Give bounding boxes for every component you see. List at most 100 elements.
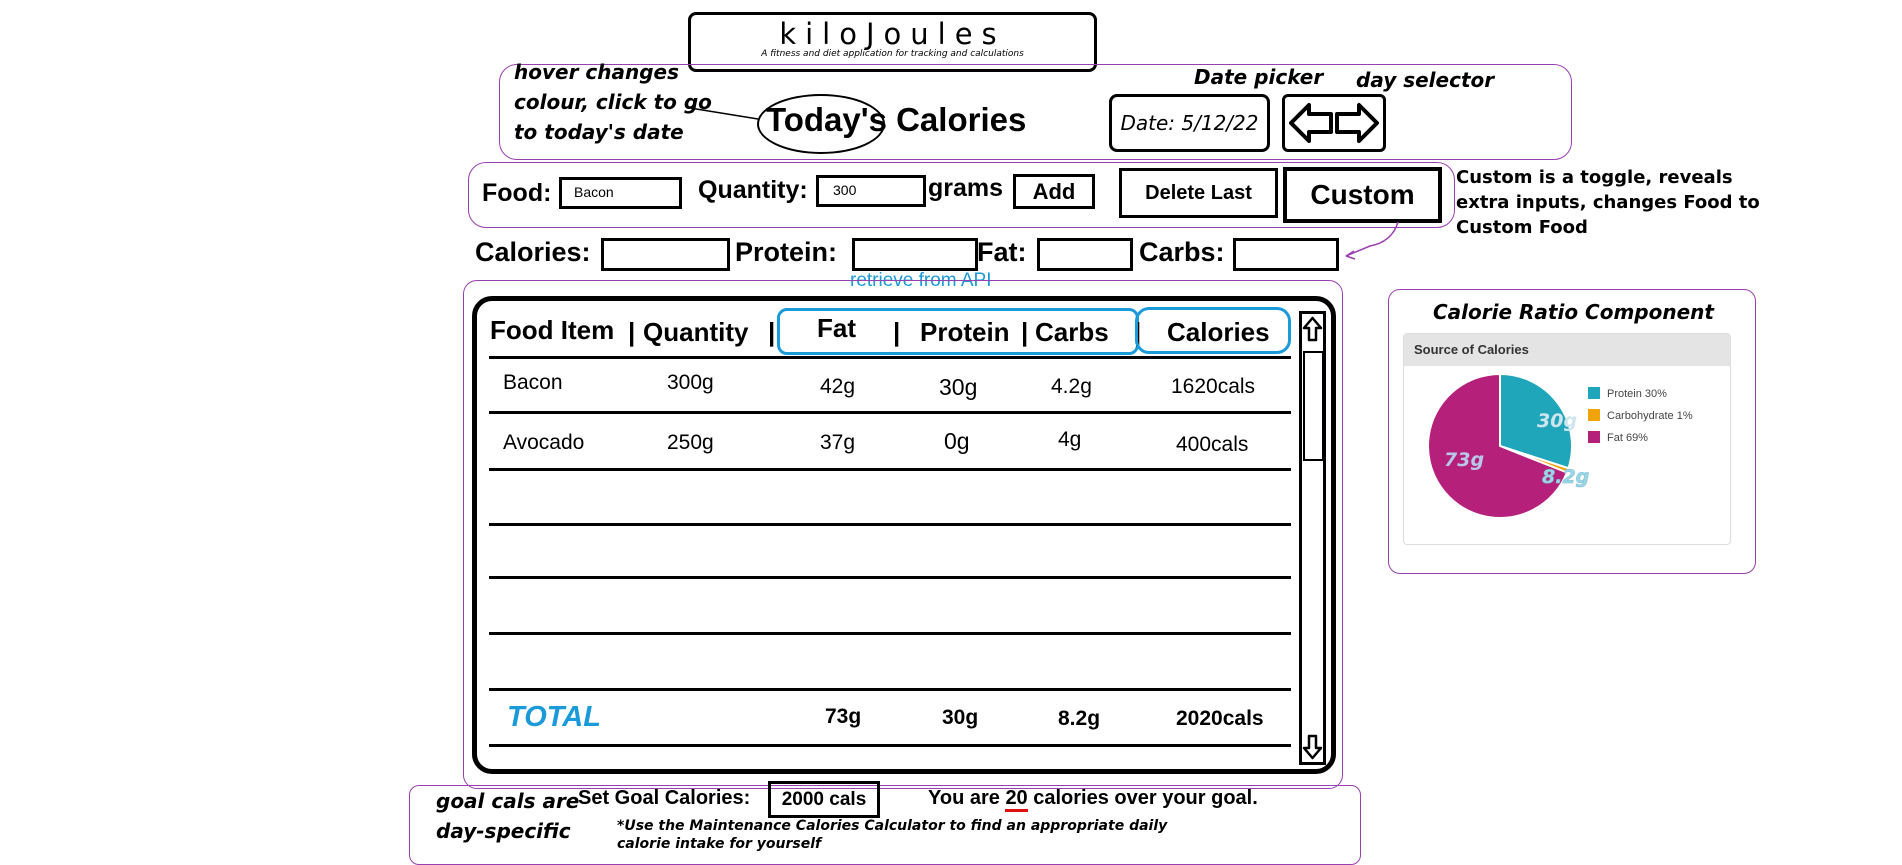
pie-annotation: 30g [1537, 410, 1577, 432]
table-scrollbar[interactable] [1299, 311, 1326, 765]
custom-note-connector [1345, 222, 1399, 260]
scroll-down-arrow-icon[interactable] [1302, 734, 1323, 760]
legend-label: Protein 30% [1607, 388, 1667, 400]
delete-last-button[interactable]: Delete Last [1119, 168, 1278, 218]
protein-output [852, 238, 978, 271]
day-selector [1282, 94, 1386, 152]
legend-swatch [1588, 387, 1600, 399]
row-fat: 37g [820, 431, 856, 454]
header-calories: Calories [1167, 317, 1270, 347]
food-log-table: Food Item | Quantity | Fat | Protein | C… [472, 296, 1336, 774]
row-divider [489, 632, 1291, 635]
app-title-box: kiloJoules A fitness and diet applicatio… [688, 12, 1097, 72]
custom-toggle-button[interactable]: Custom [1283, 167, 1442, 223]
row-divider [489, 411, 1291, 414]
scroll-thumb[interactable] [1303, 351, 1324, 461]
day-selector-note: day selector [1356, 68, 1495, 92]
add-button[interactable]: Add [1013, 174, 1095, 209]
header-separator: | [628, 317, 636, 347]
date-value: Date: 5/12/22 [1120, 111, 1259, 135]
header-carbs: Carbs [1035, 317, 1109, 347]
total-fat: 73g [825, 705, 862, 728]
row-carbs: 4.2g [1051, 375, 1092, 398]
header-separator: | [768, 317, 776, 347]
total-calories: 2020cals [1176, 707, 1264, 730]
header-separator: | [893, 317, 901, 347]
todays-calories-link[interactable]: Today's Calories [766, 101, 1027, 138]
quantity-input-value: 300 [833, 182, 857, 198]
row-food: Bacon [503, 371, 563, 394]
unit-label: grams [928, 174, 1004, 202]
header-fat: Fat [817, 313, 856, 343]
row-divider [489, 744, 1291, 747]
table-annotation-outline [463, 280, 1343, 789]
carbs-output [1233, 238, 1339, 271]
food-input[interactable]: Bacon [559, 177, 682, 209]
calories-column-highlight [1135, 307, 1291, 354]
goal-difference: 20 [1005, 787, 1028, 812]
goal-note: goal cals are day-specific [436, 789, 580, 843]
goal-message-suffix: calories over your goal. [1033, 787, 1258, 809]
custom-note: Custom is a toggle, reveals extra inputs… [1456, 167, 1760, 238]
legend-swatch [1588, 409, 1600, 421]
next-day-arrow-icon[interactable] [1335, 101, 1379, 145]
previous-day-arrow-icon[interactable] [1289, 101, 1333, 145]
legend-swatch [1588, 431, 1600, 443]
protein-label: Protein: [735, 237, 838, 267]
app-title: kiloJoules [779, 17, 1006, 51]
fat-output [1037, 238, 1133, 271]
chart-title-bar: Source of Calories [1404, 334, 1730, 366]
row-divider [489, 356, 1291, 359]
app-subtitle: A fitness and diet application for track… [761, 49, 1024, 59]
goal-label: Set Goal Calories: [578, 787, 751, 809]
calorie-ratio-chart: Source of Calories Protein 30% Carbohydra… [1403, 333, 1731, 545]
total-carbs: 8.2g [1058, 707, 1101, 730]
pie-annotation: 73g [1444, 449, 1484, 471]
goal-status-message: You are 20 calories over your goal. [928, 787, 1258, 812]
total-label: TOTAL [507, 701, 601, 733]
calories-label: Calories: [475, 237, 591, 267]
row-divider [489, 576, 1291, 579]
goal-message-prefix: You are [928, 787, 1000, 809]
pie-annotation: 8.2g [1542, 466, 1589, 488]
pie-chart: Protein 30% Carbohydrate 1% Fat 69% 30g 8.2g… [1427, 372, 1693, 519]
pie-slice [1427, 372, 1569, 519]
row-fat: 42g [820, 375, 856, 398]
total-protein: 30g [942, 706, 979, 729]
legend-label: Fat 69% [1607, 432, 1648, 444]
quantity-input[interactable]: 300 [816, 175, 926, 207]
annotation-connector [690, 107, 759, 120]
goal-calories-value: 2000 cals [781, 788, 867, 810]
row-protein: 0g [944, 428, 970, 454]
goal-calories-input[interactable]: 2000 cals [768, 781, 880, 818]
row-protein: 30g [939, 374, 978, 400]
header-food-item: Food Item [490, 315, 615, 345]
today-highlight-ellipse [757, 94, 885, 154]
row-food: Avocado [503, 431, 585, 454]
row-divider [489, 468, 1291, 471]
row-carbs: 4g [1058, 428, 1082, 451]
chart-title: Source of Calories [1414, 342, 1529, 357]
goal-tip: *Use the Maintenance Calories Calculator… [617, 818, 1168, 852]
quantity-label: Quantity: [698, 176, 808, 204]
food-input-value: Bacon [574, 184, 614, 200]
date-picker[interactable]: Date: 5/12/22 [1109, 94, 1270, 152]
legend-label: Carbohydrate 1% [1607, 410, 1693, 422]
header-protein: Protein [920, 317, 1010, 347]
header-quantity: Quantity [643, 317, 749, 347]
ratio-title: Calorie Ratio Component [1433, 300, 1714, 324]
row-calories: 400cals [1176, 433, 1249, 456]
fat-label: Fat: [977, 237, 1027, 267]
calories-output [601, 238, 730, 271]
pie-slice [1499, 372, 1573, 470]
row-quantity: 300g [667, 371, 714, 394]
carbs-label: Carbs: [1139, 237, 1225, 267]
row-quantity: 250g [667, 431, 714, 454]
header-separator: | [1021, 317, 1029, 347]
food-label: Food: [482, 179, 552, 207]
entry-annotation-outline [468, 162, 1455, 228]
scroll-up-arrow-icon[interactable] [1302, 316, 1323, 342]
date-picker-note: Date picker [1194, 65, 1324, 89]
ratio-annotation-outline [1388, 289, 1756, 574]
header-annotation-outline [499, 64, 1572, 160]
